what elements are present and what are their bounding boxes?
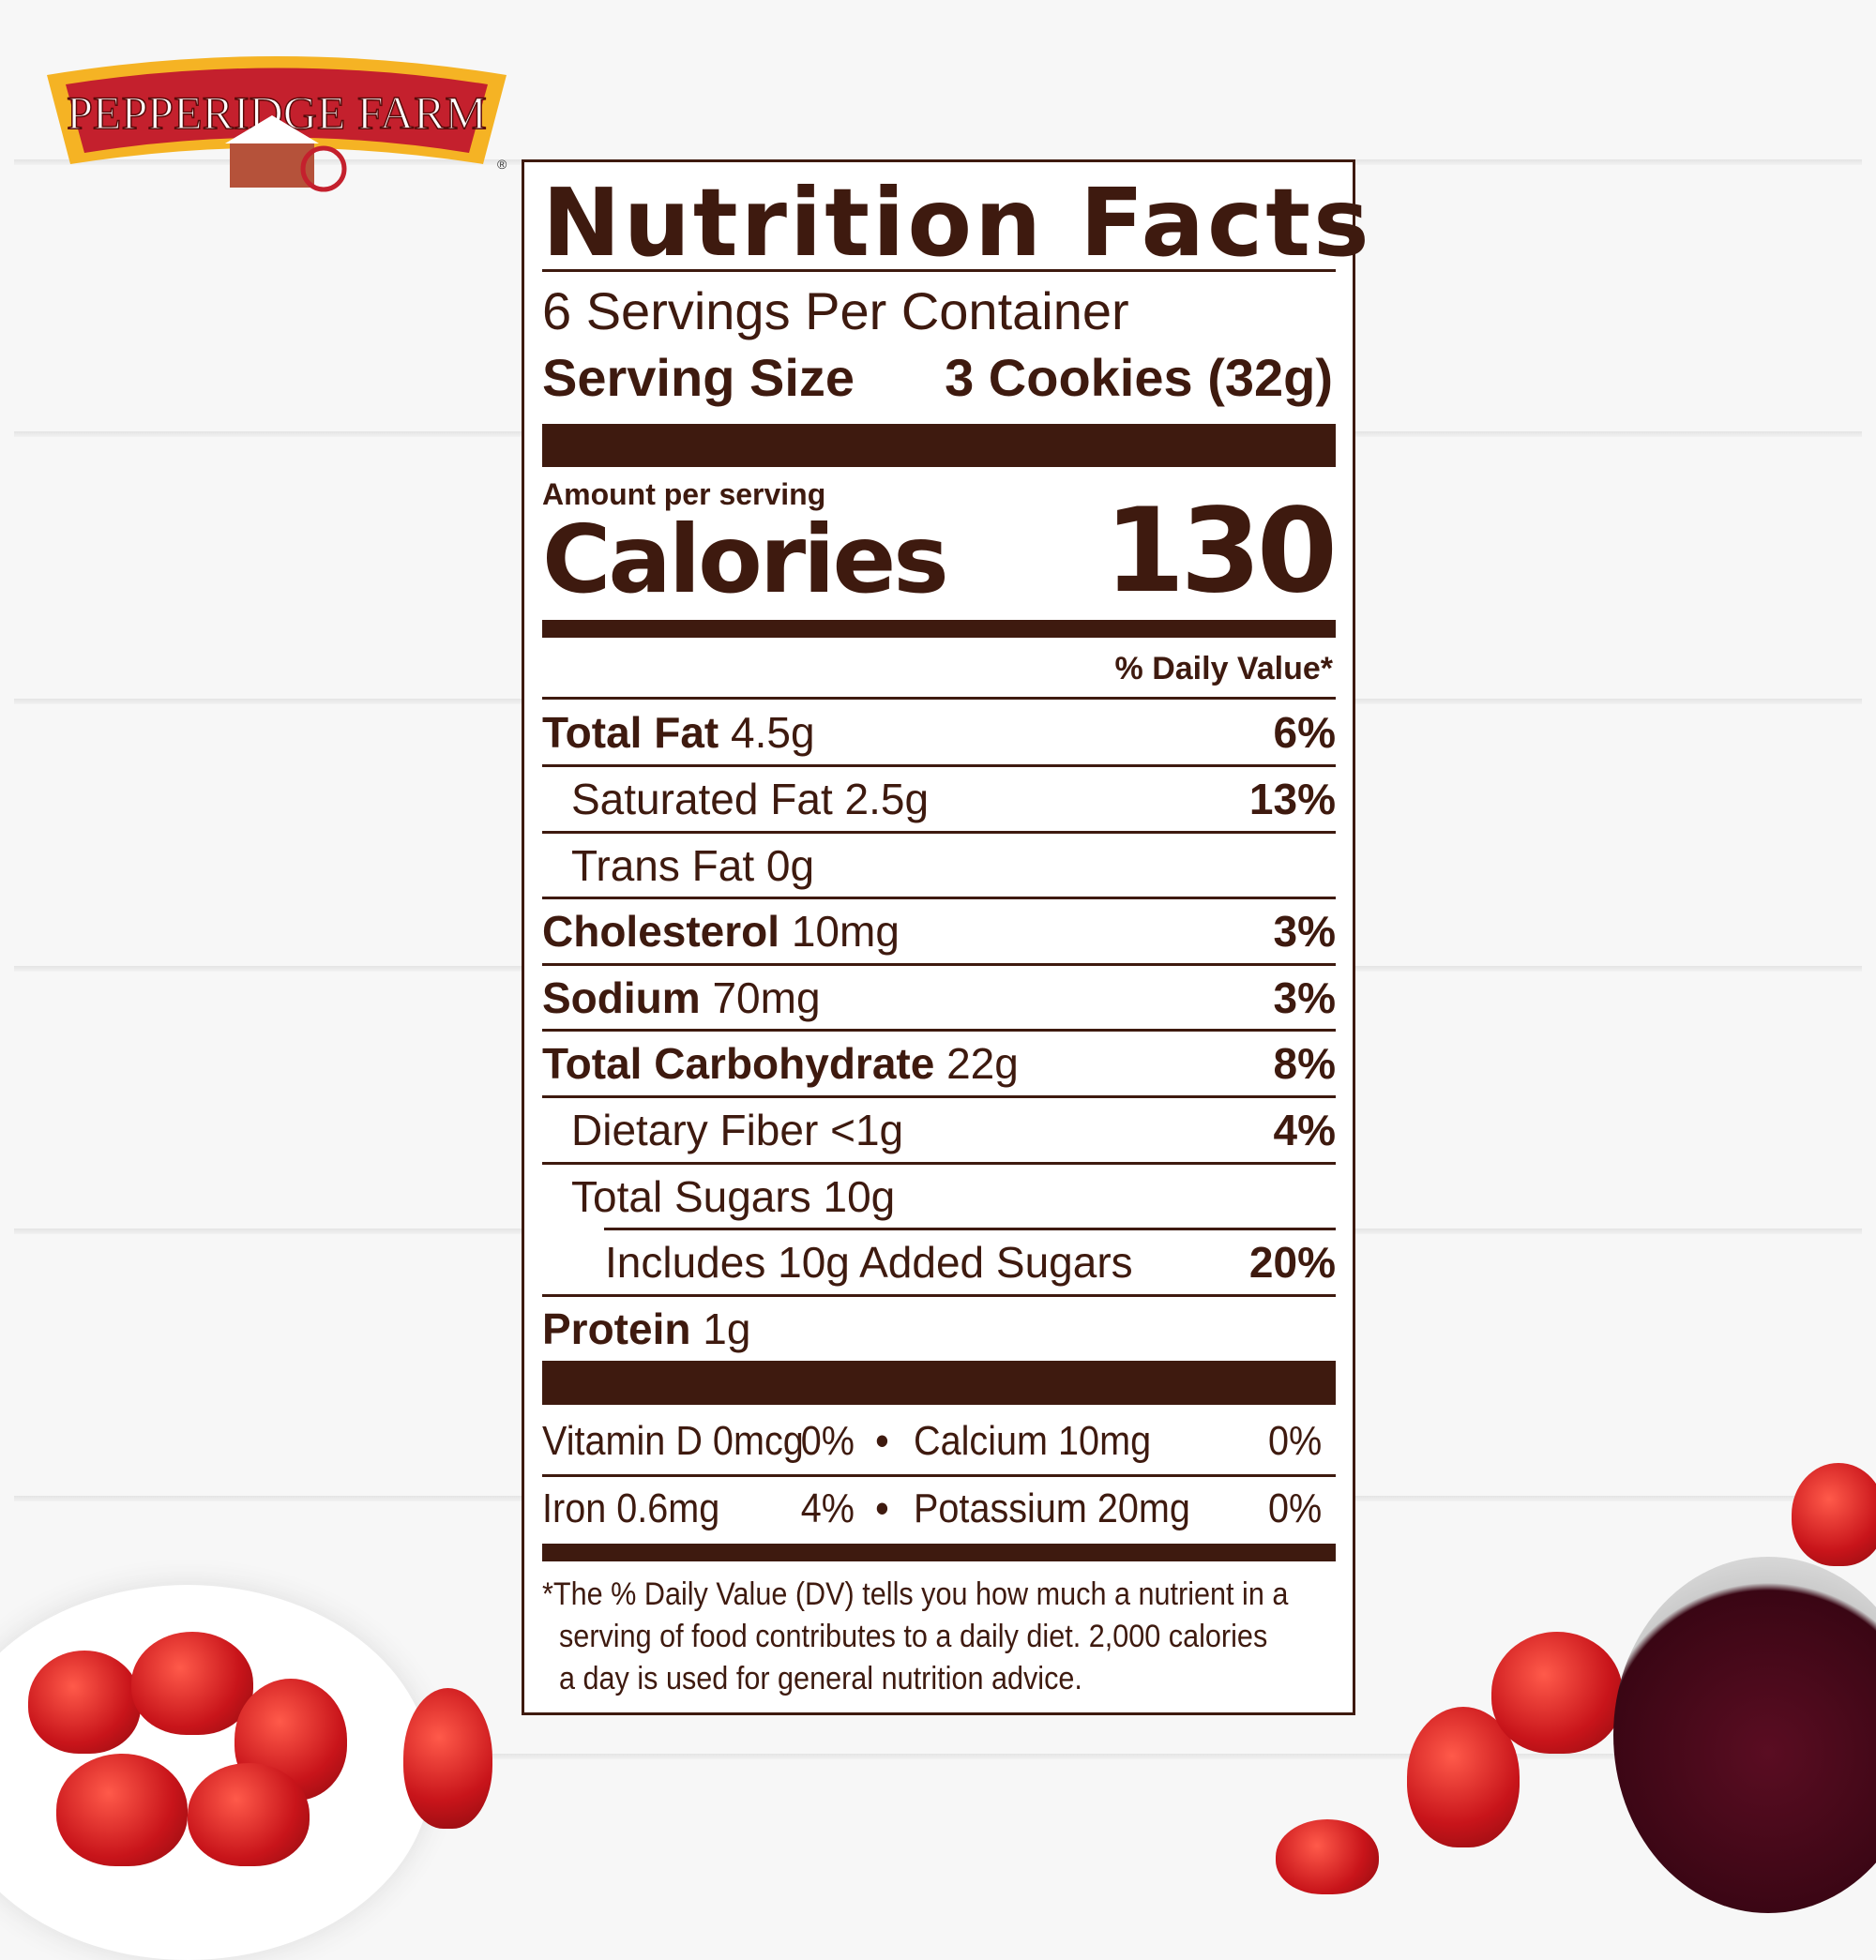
- strawberry-image: [131, 1632, 253, 1735]
- nutrient-row-dietary-fiber: Dietary Fiber <1g 4%: [571, 1106, 1336, 1154]
- thick-divider: [542, 424, 1336, 467]
- strawberry-image: [1407, 1707, 1520, 1847]
- medium-divider: [542, 1544, 1336, 1561]
- daily-value-header: % Daily Value*: [1114, 651, 1333, 686]
- strawberry-image: [403, 1688, 492, 1829]
- strawberry-image: [56, 1754, 188, 1866]
- strawberry-image: [188, 1763, 310, 1866]
- nutrient-row-protein: Protein 1g: [542, 1304, 751, 1353]
- nutrition-facts-label: Nutrition Facts 6 Servings Per Container…: [522, 159, 1369, 1715]
- calories-label: Calories: [542, 505, 949, 614]
- thick-divider: [542, 1361, 1336, 1405]
- divider: [542, 697, 1336, 700]
- nutrient-row-cholesterol: Cholesterol 10mg 3%: [542, 907, 1336, 956]
- svg-text:®: ®: [497, 157, 507, 172]
- strawberry-image: [1491, 1632, 1623, 1754]
- strawberry-image: [1792, 1463, 1876, 1566]
- nutrient-row-total-carbohydrate: Total Carbohydrate 22g 8%: [542, 1039, 1336, 1088]
- vitamin-row: Vitamin D 0mcg 0% • Calcium 10mg 0%: [542, 1418, 1323, 1464]
- amount-per-serving: Amount per serving: [542, 477, 826, 511]
- nutrient-row-trans-fat: Trans Fat 0g: [571, 841, 815, 890]
- serving-size-value: 3 Cookies (32g): [945, 348, 1333, 407]
- nutrient-row-added-sugars: Includes 10g Added Sugars 20%: [605, 1238, 1336, 1287]
- nutrient-row-total-fat: Total Fat 4.5g 6%: [542, 708, 1336, 757]
- servings-per-container: 6 Servings Per Container: [542, 281, 1129, 340]
- medium-divider: [542, 620, 1336, 638]
- calories-value: 130: [1104, 484, 1338, 619]
- strawberry-image: [1276, 1819, 1379, 1894]
- label-title: Nutrition Facts: [542, 168, 1372, 278]
- vitamin-row: Iron 0.6mg 4% • Potassium 20mg 0%: [542, 1485, 1323, 1531]
- jam-jar: [1613, 1557, 1876, 1913]
- nutrient-row-total-sugars: Total Sugars 10g: [571, 1172, 896, 1221]
- footnote: *The % Daily Value (DV) tells you how mu…: [542, 1576, 1289, 1696]
- serving-size-label: Serving Size: [542, 348, 855, 407]
- pepperidge-farm-logo: PEPPERIDGE FARM ®: [42, 42, 511, 202]
- wood-plank: [14, 1754, 1862, 1759]
- strawberry-image: [28, 1651, 141, 1754]
- divider: [542, 269, 1336, 272]
- nutrient-row-sodium: Sodium 70mg 3%: [542, 973, 1336, 1022]
- nutrient-row-saturated-fat: Saturated Fat 2.5g 13%: [571, 775, 1336, 823]
